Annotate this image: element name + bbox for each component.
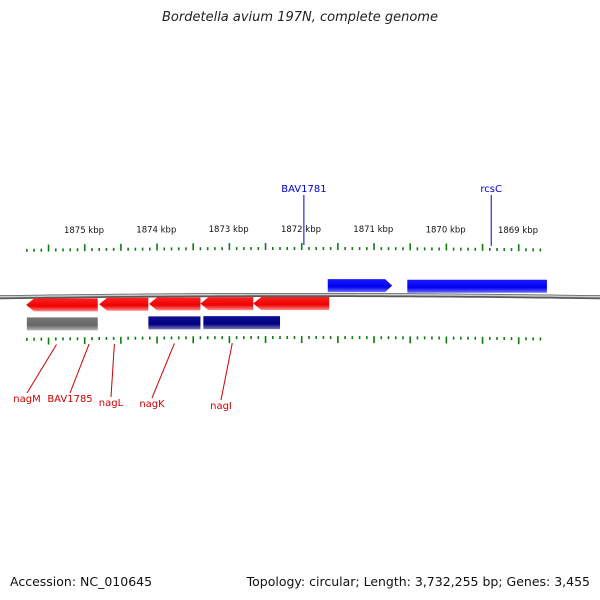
reverse-gene [99,297,149,311]
reverse-gene-label: BAV1785 [47,394,92,405]
feature-track [26,279,547,331]
scale-ticks-top [26,243,542,252]
scale-label: 1875 kbp [64,226,104,236]
label-leader [151,343,175,399]
scale-label: 1872 kbp [281,225,321,235]
scale-label: 1870 kbp [426,226,466,236]
reverse-gene [26,298,98,312]
scale-labels: 1875 kbp 1874 kbp 1873 kbp 1872 kbp 1871 kbp… [64,225,538,236]
reverse-gene [149,297,201,311]
reverse-gene-label: nagM [13,394,40,405]
scale-ticks-bottom [26,336,542,345]
reverse-gene [253,297,330,311]
reverse-gene-label: nagL [99,398,124,409]
reverse-gene-label: nagK [139,399,165,410]
label-leader [26,344,57,394]
label-leader [69,343,90,394]
genome-summary: Topology: circular; Length: 3,732,255 bp… [246,574,590,589]
scale-label: 1869 kbp [498,226,538,236]
scale-label: 1874 kbp [136,226,176,236]
label-leader [110,343,115,398]
backbone-highlight [0,293,600,298]
reverse-gene [200,297,254,311]
forward-gene-label: rcsC [480,184,502,195]
scale-label: 1871 kbp [353,225,393,235]
reverse-cds [148,316,201,330]
scale-label: 1873 kbp [209,225,249,235]
genome-title: Bordetella avium 197N, complete genome [162,10,438,25]
forward-gene [327,279,393,293]
forward-gene [407,279,547,293]
label-leader [220,343,233,401]
reverse-gene-label: nagI [210,401,232,412]
gene-labels: BAV1781 rcsC nagM BAV1785 nagL nagK nagI [13,184,502,412]
forward-gene-label: BAV1781 [281,184,326,195]
pseudogene [26,317,98,331]
reverse-cds [203,316,281,330]
accession-label: Accession: NC_010645 [10,574,153,589]
genome-backbone [0,293,600,300]
